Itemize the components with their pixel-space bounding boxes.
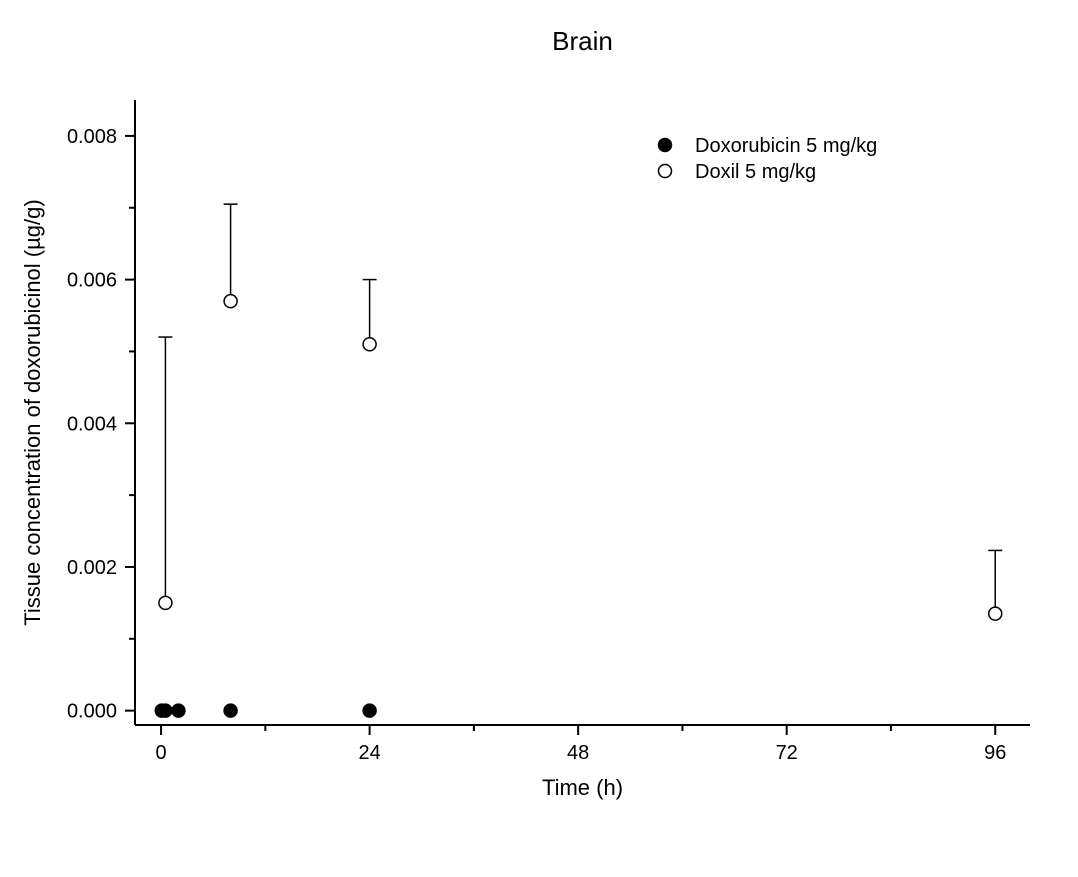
x-tick-label: 96 bbox=[984, 742, 1006, 764]
x-tick-label: 72 bbox=[776, 742, 798, 764]
y-tick-label: 0.008 bbox=[67, 126, 117, 148]
data-point-open bbox=[363, 338, 376, 351]
chart-title: Brain bbox=[552, 26, 613, 56]
chart-svg: Brain 0 24 48 72 96 0.000 0.002 0.004 0.006 0.008 T… bbox=[0, 0, 1078, 877]
data-point-filled bbox=[159, 704, 172, 717]
data-point-filled bbox=[172, 704, 185, 717]
legend-label: Doxorubicin 5 mg/kg bbox=[695, 135, 877, 157]
x-tick-label: 48 bbox=[567, 742, 589, 764]
data-point-open bbox=[989, 607, 1002, 620]
y-tick-label: 0.000 bbox=[67, 701, 117, 723]
y-axis-label: Tissue concentration of doxorubicinol (µ… bbox=[20, 199, 45, 625]
legend-marker-filled bbox=[659, 139, 672, 152]
data-point-filled bbox=[224, 704, 237, 717]
data-point-open bbox=[159, 596, 172, 609]
legend-label: Doxil 5 mg/kg bbox=[695, 161, 816, 183]
y-tick-label: 0.006 bbox=[67, 270, 117, 292]
legend-marker-open bbox=[659, 165, 672, 178]
y-tick-label: 0.004 bbox=[67, 413, 117, 435]
x-tick-label: 0 bbox=[156, 742, 167, 764]
chart-container: Brain 0 24 48 72 96 0.000 0.002 0.004 0.006 0.008 T… bbox=[0, 0, 1078, 877]
data-point-filled bbox=[363, 704, 376, 717]
y-tick-label: 0.002 bbox=[67, 557, 117, 579]
x-axis-label: Time (h) bbox=[542, 775, 623, 800]
x-tick-label: 24 bbox=[358, 742, 380, 764]
data-point-open bbox=[224, 295, 237, 308]
